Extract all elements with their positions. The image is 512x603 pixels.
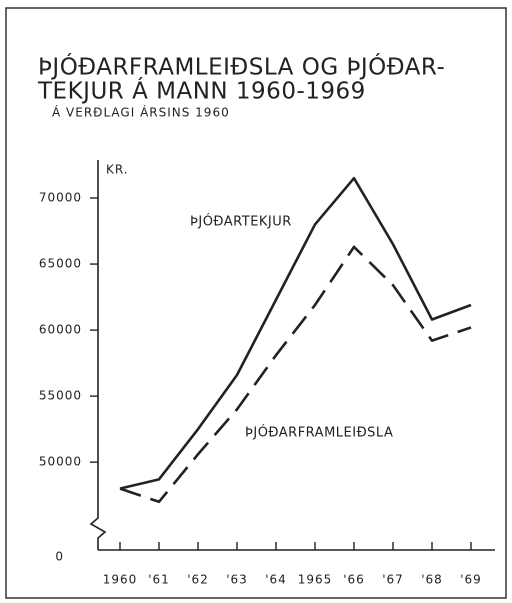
x-tick-label: '68 [421,573,443,587]
x-tick-label: '69 [460,573,482,587]
x-tick-label: '63 [226,573,248,587]
series-label: ÞJÓÐARTEKJUR [190,214,292,230]
x-tick-label: 1960 [103,573,138,587]
x-tick-label: '67 [382,573,404,587]
line-series [119,176,472,490]
chart-title-line-2: TEKJUR Á MANN 1960-1969 [37,77,366,105]
y-tick-label: 55000 [39,389,82,403]
x-tick-label: '64 [265,573,287,587]
y-tick-label: 70000 [39,191,82,205]
series-label: ÞJÓÐARFRAMLEIÐSLA [245,425,393,441]
y-tick-label: 65000 [39,257,82,271]
y-axis [89,160,107,550]
chart-subtitle: Á VERÐLAGI ÁRSINS 1960 [52,105,230,120]
y-tick-label: 50000 [39,455,82,469]
chart-title-line-1: ÞJÓÐARFRAMLEIÐSLA OG ÞJÓÐAR- [38,53,445,81]
frame [5,7,507,599]
x-tick-label: '61 [148,573,170,587]
y-axis-label: KR. [106,163,129,177]
y-tick-label: 0 [55,550,64,564]
x-tick-label: 1965 [298,573,333,587]
x-tick-label: '62 [187,573,209,587]
y-tick-label: 60000 [39,323,82,337]
line-series [119,245,472,504]
x-tick-label: '66 [343,573,365,587]
